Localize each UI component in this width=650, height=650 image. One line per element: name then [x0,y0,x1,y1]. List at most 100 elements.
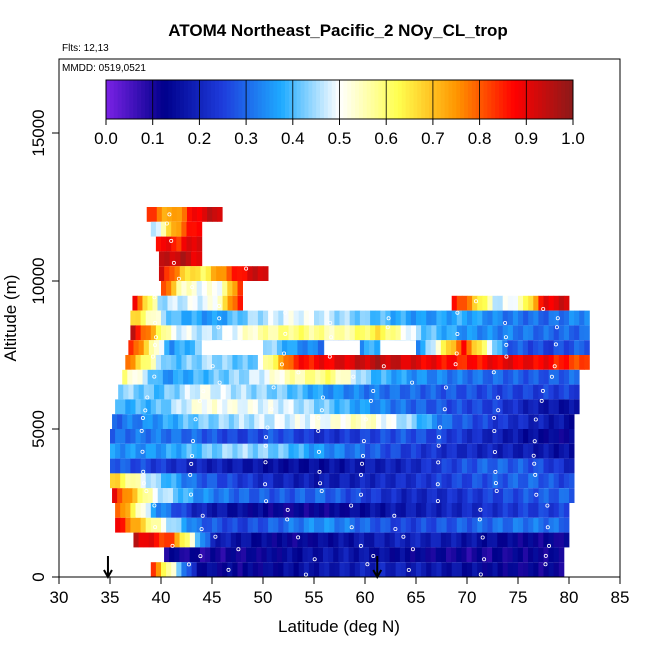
heat-cell [391,369,397,385]
heat-cell [374,340,380,355]
heat-cell [349,503,356,518]
heat-cell [308,473,315,489]
heat-cell [293,458,300,474]
heat-cell [353,532,360,548]
heat-cell [380,355,386,370]
heat-cell [207,207,213,222]
heat-cell [171,503,177,518]
heat-cell [441,517,447,533]
heat-cell [446,310,453,326]
heat-cell [183,369,189,385]
heat-cell [115,517,121,533]
sample-marker [316,428,321,433]
heat-cell [217,517,223,533]
heat-cell [405,562,412,577]
colorbar-swatch [133,80,138,119]
heat-cell [186,473,192,489]
colorbar: 0.0 0.1 0.2 0.3 0.4 0.5 0.6 0.7 0.8 0.9 1.0 [94,79,585,148]
heat-cell [461,340,467,355]
heat-cell [354,517,361,533]
altitude-band [451,295,570,311]
heat-cell [365,429,371,444]
heat-cell [293,355,300,370]
heat-cell [437,488,443,503]
heat-cell [232,562,238,577]
heat-cell [379,547,385,563]
heat-cell [242,517,249,533]
heat-cell [558,355,565,370]
heat-cell [579,355,585,370]
heat-cell [497,340,503,355]
heat-cell [395,458,402,474]
colorbar-swatch [351,80,356,119]
heat-cell [319,443,325,459]
heat-cell [206,355,213,370]
heat-cell [314,517,320,533]
sample-marker [263,482,268,487]
sample-marker [328,342,333,347]
heat-cell [404,547,411,563]
heat-cell [522,532,529,548]
heat-cell [558,532,565,548]
heat-cell [314,503,320,518]
heat-cell [523,325,529,341]
colorbar-swatch [401,80,407,119]
heat-cell [205,384,211,400]
heat-cell [314,355,320,370]
heat-cell [303,443,310,459]
heat-cell [247,503,254,518]
heat-cell [130,325,136,341]
heat-cell [227,355,233,370]
heat-cell [304,488,311,503]
heat-cell [257,310,264,326]
colorbar-swatch [471,80,477,119]
heat-cell [276,532,283,548]
heat-cell [242,562,249,577]
heat-cell [543,562,549,577]
sample-marker [198,554,203,559]
heat-cell [456,325,463,341]
heat-cell [533,488,539,503]
heat-cell [172,414,179,429]
heat-cell [143,340,150,355]
sample-marker [410,547,415,552]
heat-cell [476,384,483,400]
heat-cell [415,340,421,355]
heat-cell [497,355,504,370]
heat-cell [344,429,351,444]
heat-cell [268,517,274,533]
heat-cell [133,340,139,355]
heat-cell [528,503,534,518]
heat-cell [125,355,131,370]
sample-marker [385,325,390,330]
heat-cell [389,384,396,400]
sample-marker [190,453,195,458]
heat-cell [553,399,560,415]
heat-cell [472,458,478,474]
heat-cell [257,399,264,415]
heat-cell [426,429,432,444]
heat-cell [456,295,463,311]
heat-cell [533,340,539,355]
heat-cell [416,503,422,518]
heat-cell [558,503,565,518]
heat-cell [242,458,249,474]
heat-cell [132,295,138,311]
heat-cell [263,325,269,341]
heat-cell [145,310,152,326]
heat-cell [369,532,375,548]
heat-cell [329,399,335,415]
sample-marker [263,443,268,448]
heat-cell [217,503,223,518]
y-tick-label: 10000 [29,257,48,304]
heat-cell [477,488,484,503]
heat-cell [178,488,184,503]
heat-cell [507,355,514,370]
heat-cell [538,384,544,400]
heat-cell [405,310,412,326]
heat-cell [365,310,371,326]
heat-cell [416,414,423,429]
heat-cell [227,399,233,415]
heat-cell [252,473,259,489]
heat-cell [543,310,549,326]
